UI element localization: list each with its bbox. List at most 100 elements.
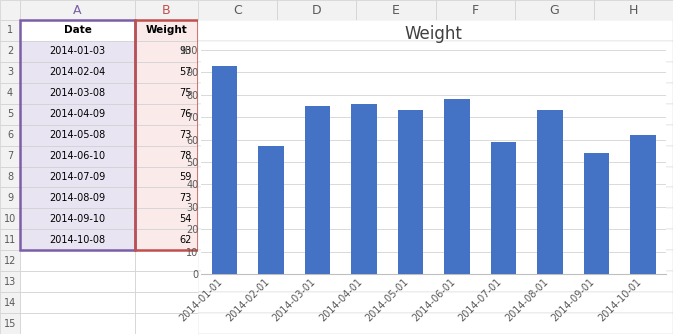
Bar xyxy=(135,292,198,313)
Text: 9: 9 xyxy=(7,193,13,203)
Bar xyxy=(0,125,20,146)
Bar xyxy=(135,104,198,125)
Text: 13: 13 xyxy=(4,277,16,287)
Text: 2014-10-08: 2014-10-08 xyxy=(49,235,106,245)
Text: 1: 1 xyxy=(7,25,13,35)
Text: 4: 4 xyxy=(7,88,13,98)
Bar xyxy=(305,106,330,274)
Bar xyxy=(20,20,135,250)
Bar xyxy=(398,111,423,274)
Text: 6: 6 xyxy=(7,130,13,140)
Bar xyxy=(198,104,673,125)
Bar xyxy=(198,146,673,167)
Text: 12: 12 xyxy=(4,256,16,266)
Bar xyxy=(515,0,594,20)
Bar xyxy=(135,208,198,229)
Bar xyxy=(20,187,135,208)
Text: 2: 2 xyxy=(7,46,13,56)
Text: 73: 73 xyxy=(180,130,192,140)
Bar xyxy=(20,104,135,125)
Bar xyxy=(198,41,673,62)
Bar xyxy=(20,271,135,292)
Text: 2014-05-08: 2014-05-08 xyxy=(49,130,106,140)
Bar xyxy=(594,0,673,20)
Text: F: F xyxy=(472,3,479,16)
Bar xyxy=(20,292,135,313)
Bar xyxy=(135,313,198,334)
Text: H: H xyxy=(629,3,638,16)
Bar xyxy=(135,20,198,41)
Bar xyxy=(135,0,198,20)
Bar xyxy=(198,208,673,229)
Text: 2014-08-09: 2014-08-09 xyxy=(49,193,106,203)
Bar xyxy=(135,125,198,146)
Bar xyxy=(0,250,20,271)
Text: 2014-03-08: 2014-03-08 xyxy=(49,88,106,98)
Bar xyxy=(583,153,609,274)
Bar xyxy=(491,142,516,274)
Bar xyxy=(135,146,198,167)
Text: 75: 75 xyxy=(180,88,192,98)
Bar xyxy=(198,271,673,292)
Bar xyxy=(258,146,284,274)
Text: 76: 76 xyxy=(180,109,192,119)
Bar xyxy=(198,20,673,41)
Bar xyxy=(20,146,135,167)
Bar xyxy=(198,229,673,250)
Text: Date: Date xyxy=(63,25,92,35)
Bar xyxy=(0,292,20,313)
Text: G: G xyxy=(549,3,559,16)
Text: 3: 3 xyxy=(7,67,13,77)
Bar xyxy=(0,83,20,104)
Bar xyxy=(198,313,673,334)
Bar xyxy=(135,187,198,208)
Bar xyxy=(20,313,135,334)
Bar xyxy=(20,41,135,62)
Text: C: C xyxy=(234,3,242,16)
Bar xyxy=(0,62,20,83)
Text: 62: 62 xyxy=(180,235,192,245)
Bar xyxy=(444,99,470,274)
Bar xyxy=(0,146,20,167)
Bar xyxy=(20,0,135,20)
Bar xyxy=(198,187,673,208)
Text: 59: 59 xyxy=(180,172,192,182)
Bar xyxy=(198,125,673,146)
Title: Weight: Weight xyxy=(405,25,463,43)
Bar xyxy=(630,135,656,274)
Text: 57: 57 xyxy=(180,67,192,77)
Bar xyxy=(0,41,20,62)
Bar xyxy=(351,104,377,274)
Text: 14: 14 xyxy=(4,298,16,308)
Text: 2014-07-09: 2014-07-09 xyxy=(49,172,106,182)
Bar xyxy=(135,229,198,250)
Bar xyxy=(0,313,20,334)
Bar xyxy=(20,208,135,229)
Text: 2014-02-04: 2014-02-04 xyxy=(49,67,106,77)
Text: 73: 73 xyxy=(180,193,192,203)
Text: 2014-01-03: 2014-01-03 xyxy=(49,46,106,56)
Bar xyxy=(212,66,238,274)
Text: 10: 10 xyxy=(4,214,16,224)
Text: 2014-06-10: 2014-06-10 xyxy=(49,151,106,161)
Bar xyxy=(198,0,277,20)
Text: 8: 8 xyxy=(7,172,13,182)
Bar xyxy=(20,83,135,104)
Text: 78: 78 xyxy=(180,151,192,161)
Bar xyxy=(20,62,135,83)
Text: D: D xyxy=(312,3,322,16)
Bar xyxy=(0,104,20,125)
Bar xyxy=(198,292,673,313)
Bar xyxy=(135,83,198,104)
Bar xyxy=(135,62,198,83)
Text: B: B xyxy=(162,3,171,16)
Text: 54: 54 xyxy=(180,214,192,224)
Bar xyxy=(20,250,135,271)
Text: 11: 11 xyxy=(4,235,16,245)
Bar xyxy=(135,167,198,187)
Text: E: E xyxy=(392,3,400,16)
Bar xyxy=(0,0,20,20)
Bar xyxy=(198,250,673,271)
Bar xyxy=(198,62,673,83)
Text: Weight: Weight xyxy=(145,25,187,35)
